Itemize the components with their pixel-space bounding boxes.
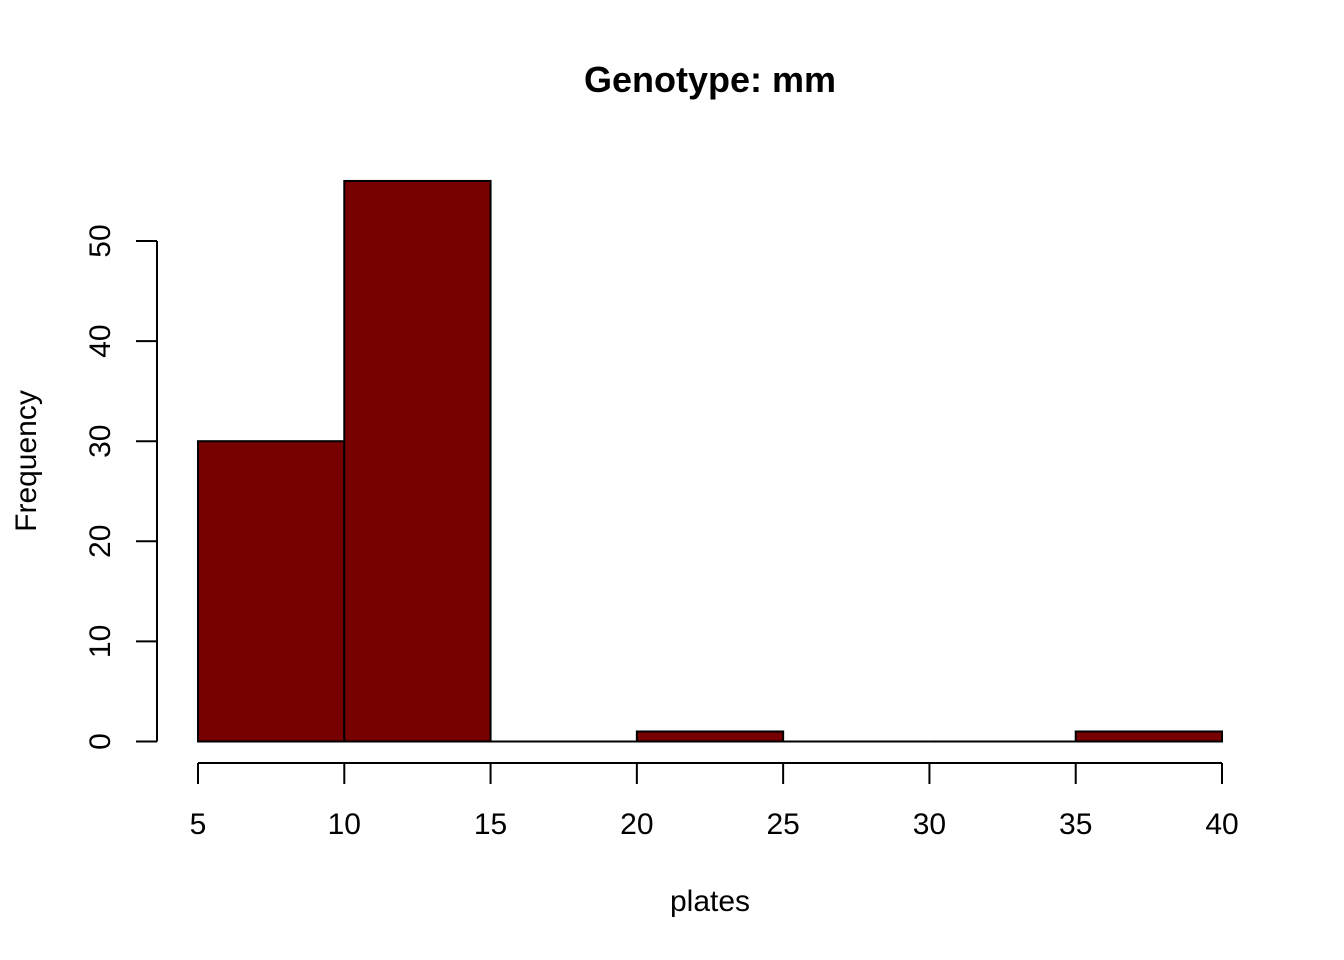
histogram-bar bbox=[197, 440, 346, 743]
bars-group bbox=[197, 179, 1223, 743]
x-tick-label: 20 bbox=[620, 808, 653, 841]
x-tick-label: 30 bbox=[913, 808, 946, 841]
y-tick-label: 40 bbox=[84, 324, 117, 357]
y-tick-label: 0 bbox=[84, 733, 117, 750]
y-tick-label: 10 bbox=[84, 625, 117, 658]
x-axis: 5 10 15 20 25 30 35 40 bbox=[190, 762, 1239, 841]
x-axis-label: plates bbox=[670, 885, 750, 918]
y-tick-label: 50 bbox=[84, 224, 117, 257]
x-tick-label: 25 bbox=[766, 808, 799, 841]
x-tick-label: 40 bbox=[1205, 808, 1238, 841]
x-tick-label: 15 bbox=[474, 808, 507, 841]
x-tick-label: 10 bbox=[328, 808, 361, 841]
x-tick-label: 5 bbox=[190, 808, 207, 841]
y-axis-label: Frequency bbox=[10, 390, 43, 532]
x-tick-label: 35 bbox=[1059, 808, 1092, 841]
histogram-bar bbox=[343, 179, 492, 743]
chart-title: Genotype: mm bbox=[584, 59, 836, 100]
y-tick-label: 30 bbox=[84, 425, 117, 458]
y-tick-label: 20 bbox=[84, 525, 117, 558]
histogram-bar bbox=[1074, 730, 1223, 743]
y-axis: 0 10 20 30 40 50 bbox=[84, 224, 158, 750]
histogram-bar bbox=[635, 730, 785, 743]
